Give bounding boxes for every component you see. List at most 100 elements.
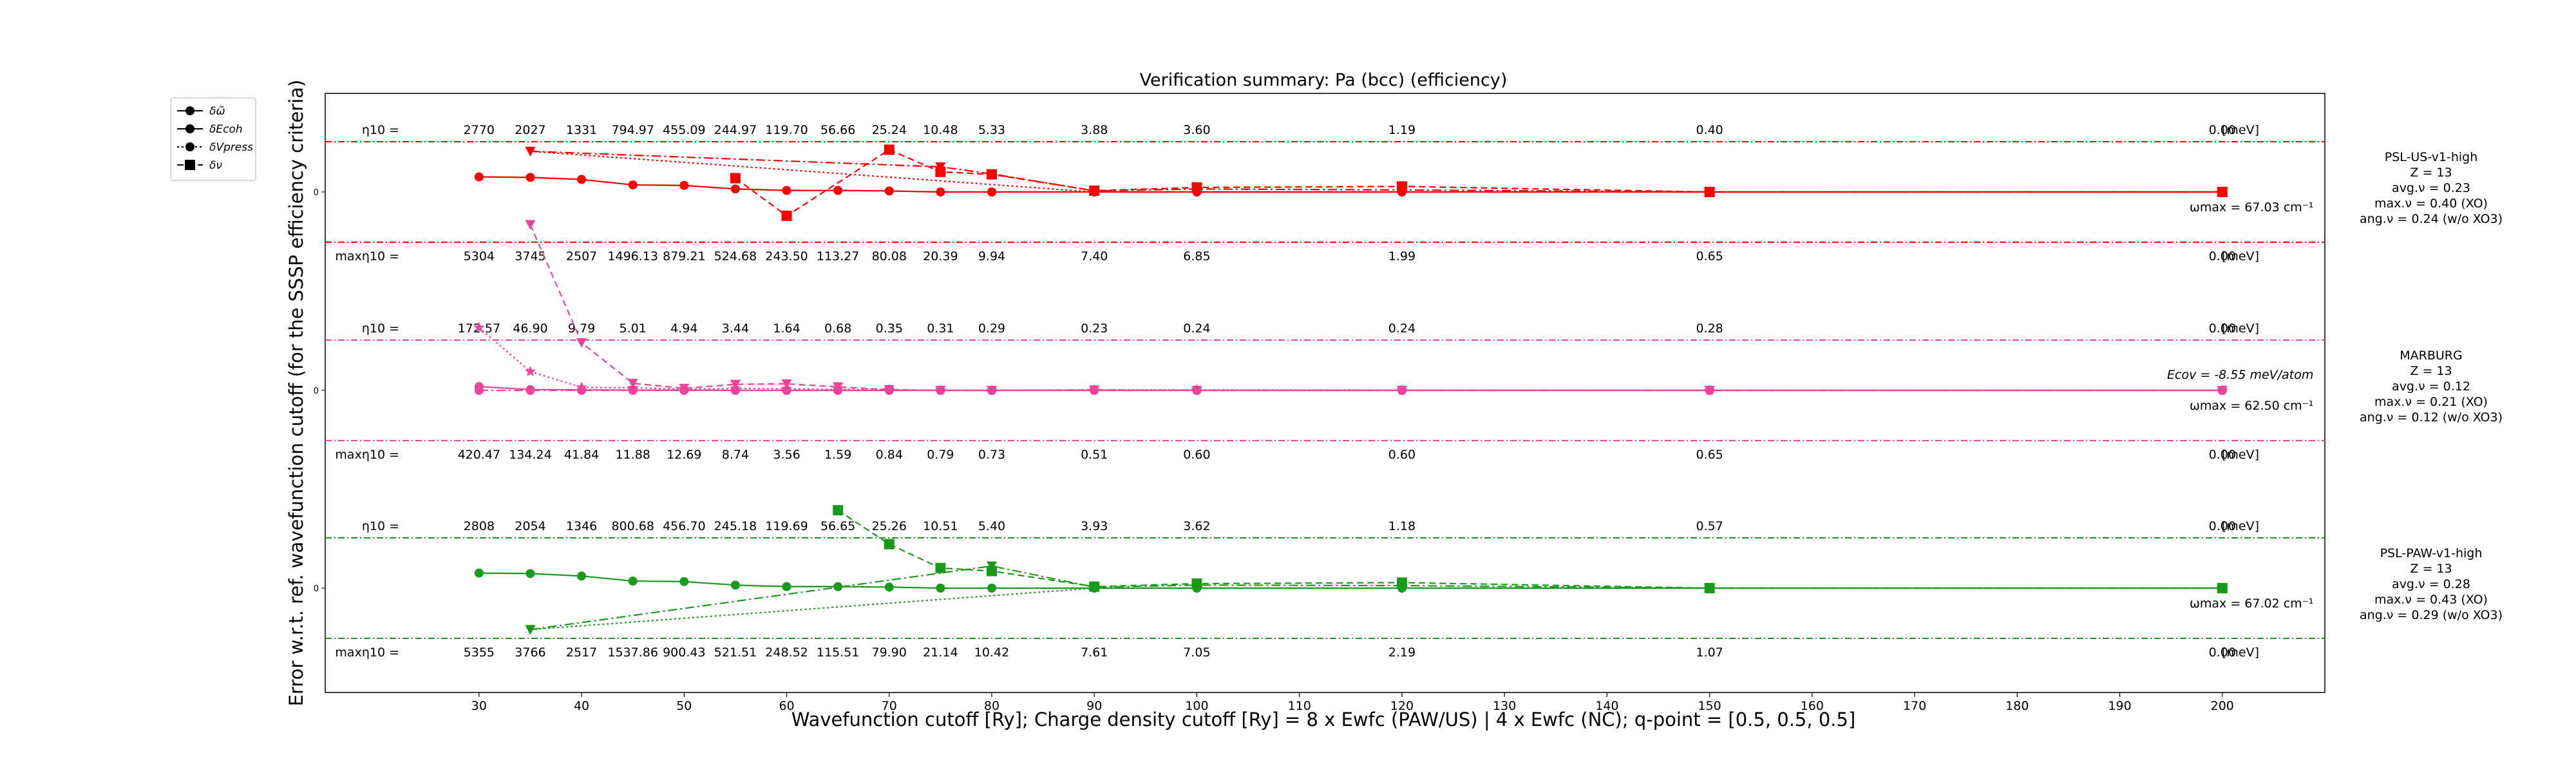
data-point [987,169,997,180]
x-tick-label: 50 [676,699,692,713]
data-point [525,220,536,230]
legend-marker [185,142,194,151]
data-point [1704,583,1715,593]
max-eta-value: 41.84 [564,448,599,462]
max-eta-unit: [meV] [2222,249,2259,263]
max-eta-value: 1.99 [1388,249,1416,263]
legend-label: δω̃ [209,105,225,118]
eta-value: 46.90 [513,321,547,336]
max-eta-label: maxη10 = [335,448,399,462]
x-tick-label: 140 [1595,699,1618,713]
data-point [987,566,997,577]
max-eta-value: 0.51 [1081,448,1108,462]
max-eta-value: 7.61 [1081,645,1108,660]
max-eta-value: 2517 [566,645,597,660]
data-point [935,562,946,573]
data-point [833,186,843,195]
pseudo-info-line: avg.ν = 0.12 [2392,379,2470,394]
data-point [833,382,844,392]
legend-label: δVpress [209,141,253,154]
data-point [526,173,535,182]
panel-series [474,505,2228,635]
max-eta-value: 0.00 [2209,448,2236,462]
eta-value: 2770 [464,123,495,137]
eta-value: 0.28 [1696,321,1723,336]
max-eta-value: 1.59 [824,448,851,462]
eta-value: 5.01 [620,321,647,336]
data-point [1191,386,1202,396]
max-eta-value: 5355 [464,645,495,660]
data-point [1191,182,1202,193]
max-eta-value: 0.84 [876,448,903,462]
zero-tick-label: 0 [314,584,319,594]
series-line [529,224,2222,392]
pseudo-info-line: avg.ν = 0.28 [2392,577,2470,591]
max-eta-value: 21.14 [923,645,958,660]
data-point [1191,578,1202,589]
pseudo-info-line: ang.ν = 0.24 (w/o XO3) [2360,212,2503,226]
eta-value: 3.60 [1183,123,1210,137]
series-line [530,150,2222,193]
eta-value: 25.26 [872,519,907,533]
eta-value: 10.51 [923,519,958,533]
data-point [730,379,741,390]
max-eta-label: maxη10 = [335,249,399,263]
legend-marker [185,124,194,133]
max-eta-value: 420.47 [458,448,500,462]
x-axis-label: Wavefunction cutoff [Ry]; Charge density… [791,709,1856,730]
x-tick-label: 90 [1086,699,1102,713]
pseudo-info-line: MARBURG [2400,348,2462,363]
max-eta-value: 0.00 [2209,645,2236,660]
eta-value: 800.68 [611,519,654,533]
x-tick-label: 30 [471,699,487,713]
eta-value: 0.40 [1696,123,1723,137]
max-eta-value: 521.51 [714,645,757,660]
data-point [2217,386,2228,396]
x-tick-label: 150 [1698,699,1721,713]
omega-max-note: ωmax = 62.50 cm⁻¹ [2190,399,2313,413]
max-eta-value: 0.65 [1696,249,1723,263]
max-eta-value: 6.85 [1183,249,1210,263]
data-point [884,144,895,155]
data-point [2217,583,2228,593]
data-point [987,386,997,396]
series-line [735,149,2222,217]
data-point [1396,577,1407,588]
pseudo-info-line: max.ν = 0.40 (XO) [2374,196,2488,211]
eta-value: 455.09 [663,123,705,137]
data-point [474,386,484,395]
eta-value: 3.62 [1183,519,1210,533]
legend-label: δEcoh [209,123,243,136]
pseudo-info-line: PSL-PAW-v1-high [2380,546,2483,560]
eta-value: 3.44 [722,321,749,336]
max-eta-unit: [meV] [2222,448,2259,462]
data-point [526,569,535,578]
series-line [530,565,2222,631]
series-line [530,150,2222,193]
data-point [987,187,996,196]
max-eta-value: 0.73 [978,448,1005,462]
y-axis-label: Error w.r.t. ref. wavefunction cutoff (f… [285,80,307,707]
chart-title: Verification summary: Pa (bcc) (efficien… [1140,70,1508,90]
data-point [730,173,741,184]
max-eta-value: 113.27 [817,249,859,263]
pseudo-info-line: Z = 13 [2410,562,2452,576]
max-eta-value: 879.21 [663,249,705,263]
eta-value: 2027 [515,123,545,137]
data-point [730,580,740,590]
x-tick-label: 60 [779,699,794,713]
data-point [935,166,946,177]
max-eta-value: 7.05 [1183,645,1210,660]
eta-value: 0.00 [2209,321,2236,336]
data-point [524,365,536,377]
eta-value: 0.35 [876,321,903,336]
max-eta-value: 0.60 [1388,448,1416,462]
pseudo-info-line: PSL-US-v1-high [2385,150,2478,164]
data-point [679,180,689,190]
x-tick-label: 200 [2211,699,2234,713]
panel-series [473,220,2228,396]
pseudo-info-line: max.ν = 0.43 (XO) [2374,593,2488,607]
eta-value: 1.64 [773,321,800,336]
max-eta-value: 524.68 [714,249,757,263]
